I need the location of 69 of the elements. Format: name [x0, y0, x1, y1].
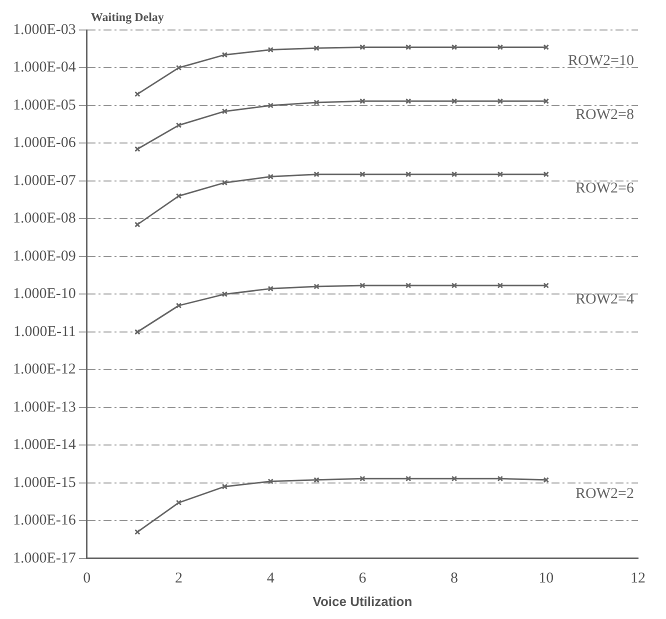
point [176, 122, 182, 128]
point [497, 44, 504, 50]
point [314, 171, 320, 178]
point [268, 286, 274, 292]
point [314, 100, 320, 106]
x-tick-label: 12 [630, 570, 646, 586]
y-tick-label: 1.000E-07 [12, 172, 76, 189]
point [406, 44, 412, 50]
series-label: ROW2=6 [576, 180, 634, 196]
y-axis-title: Waiting Delay [90, 10, 164, 24]
y-tick-label: 1.000E-06 [12, 135, 76, 152]
point [451, 171, 458, 178]
point [497, 282, 504, 288]
point [268, 174, 274, 180]
point [406, 282, 412, 288]
point [360, 98, 366, 104]
point [360, 282, 366, 288]
y-tick-label: 1.000E-03 [12, 22, 76, 38]
point [176, 193, 182, 199]
point [406, 98, 412, 104]
y-tick-label: 1.000E-17 [12, 550, 76, 566]
point [268, 102, 274, 108]
point [497, 476, 504, 482]
y-tick-label: 1.000E-16 [12, 512, 76, 529]
point [222, 180, 228, 186]
point [268, 46, 274, 53]
y-tick-label: 1.000E-04 [12, 60, 76, 76]
x-tick-label: 6 [358, 570, 367, 586]
y-tick-label: 1.000E-08 [12, 210, 76, 227]
y-tick-label: 1.000E-10 [12, 286, 76, 302]
series-label: ROW2=10 [568, 53, 634, 70]
y-tick-label: 1.000E-13 [12, 399, 76, 416]
y-tick-label: 1.000E-14 [12, 437, 76, 454]
point [268, 478, 274, 484]
point [222, 108, 228, 114]
point [314, 477, 320, 483]
series-label: ROW2=2 [576, 486, 634, 502]
point [451, 476, 458, 482]
y-tick-label: 1.000E-15 [12, 474, 76, 491]
series-label: ROW2=4 [576, 291, 634, 308]
point [222, 484, 228, 490]
point [451, 98, 458, 104]
point [314, 284, 320, 290]
point [176, 302, 182, 308]
x-tick-label: 8 [450, 570, 458, 586]
y-tick-label: 1.000E-11 [14, 324, 76, 340]
y-tick-label: 1.000E-12 [12, 362, 76, 378]
point [497, 171, 504, 178]
x-tick-label: 4 [266, 570, 275, 586]
point [360, 171, 366, 178]
point [222, 52, 228, 58]
series-label: ROW2=8 [576, 107, 634, 124]
point [222, 291, 228, 298]
point [497, 98, 504, 104]
point [451, 44, 458, 50]
point [176, 500, 182, 506]
point [176, 64, 182, 71]
y-tick-label: 1.000E-09 [12, 248, 76, 264]
point [360, 476, 366, 482]
point [451, 282, 458, 288]
point [406, 171, 412, 178]
y-tick-label: 1.000E-05 [12, 97, 76, 114]
x-tick-label: 2 [175, 570, 183, 586]
x-tick-label: 0 [83, 570, 91, 586]
x-axis-title: Voice Utilization [312, 594, 412, 609]
point [406, 476, 412, 482]
point [314, 45, 320, 52]
x-tick-label: 10 [538, 570, 554, 586]
point [360, 44, 366, 50]
